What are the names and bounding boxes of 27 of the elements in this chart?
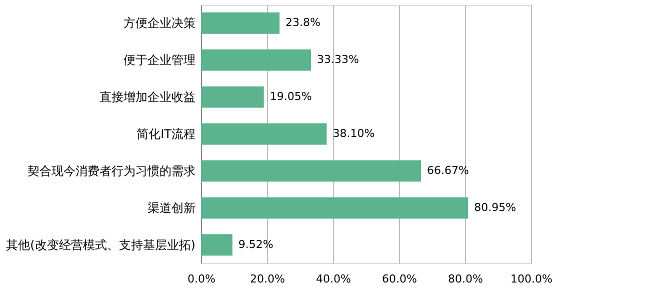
x-tick-label: 100.0% (510, 272, 552, 286)
x-tick-label: 0.0% (188, 272, 216, 286)
bar (201, 234, 232, 256)
bar (201, 86, 264, 108)
y-tick-label: 方便企业决策 (124, 16, 196, 30)
y-tick-label: 便于企业管理 (124, 53, 196, 68)
x-tick-label: 40.0% (316, 272, 351, 286)
bar (201, 197, 468, 219)
y-tick-label: 其他(改变经营模式、支持基层业拓) (6, 238, 196, 252)
data-label: 9.52% (238, 238, 274, 251)
data-label: 23.8% (286, 16, 320, 30)
data-label: 38.10% (332, 127, 375, 140)
y-tick-label: 直接增加企业收益 (100, 90, 196, 104)
bar (201, 12, 280, 34)
data-label: 19.05% (270, 90, 312, 104)
y-tick-label: 渠道创新 (148, 200, 196, 215)
data-label: 80.95% (474, 200, 516, 214)
bar (201, 49, 311, 71)
y-tick-label: 简化IT流程 (136, 127, 196, 141)
data-label: 66.67% (427, 164, 469, 177)
x-tick-label: 20.0% (250, 272, 285, 286)
x-tick-label: 80.0% (448, 272, 483, 286)
y-tick-label: 契合现今消费者行为习惯的需求 (28, 164, 196, 178)
bar (201, 160, 422, 182)
bar (201, 123, 327, 145)
data-label: 33.33% (316, 53, 359, 66)
x-tick-label: 60.0% (382, 272, 417, 286)
